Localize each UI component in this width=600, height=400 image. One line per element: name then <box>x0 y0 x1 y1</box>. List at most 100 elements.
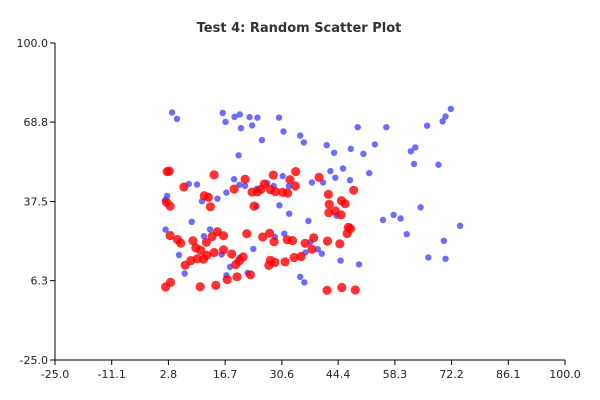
scatter-point-series-2 <box>165 277 176 287</box>
scatter-point-series-1 <box>219 109 226 117</box>
scatter-point-series-1 <box>318 250 325 257</box>
scatter-point-series-2 <box>222 275 232 285</box>
scatter-point-series-1 <box>301 279 308 286</box>
x-tick-label: 16.7 <box>213 368 238 381</box>
x-tick-label: 2.8 <box>160 368 178 381</box>
scatter-point-series-1 <box>246 113 253 121</box>
scatter-point-series-2 <box>209 247 219 258</box>
scatter-point-series-1 <box>435 161 442 168</box>
scatter-point-series-2 <box>270 187 280 197</box>
chart-title: Test 4: Random Scatter Plot <box>197 21 402 36</box>
scatter-point-series-2 <box>336 210 346 220</box>
scatter-point-series-2 <box>258 232 268 242</box>
scatter-point-series-1 <box>275 114 283 121</box>
x-tick-label: 58.3 <box>383 368 408 381</box>
y-axis-ticks: -25.0 6.3 37.5 68.8 100.0 <box>17 37 55 367</box>
scatter-point-series-2 <box>242 229 252 239</box>
scatter-point-series-1 <box>181 270 188 277</box>
scatter-point-series-1 <box>235 152 242 159</box>
scatter-point-series-2 <box>218 245 229 255</box>
scatter-point-series-1 <box>297 273 304 280</box>
scatter-point-series-1 <box>383 124 390 131</box>
scatter-point-series-1 <box>339 165 347 172</box>
scatter-point-series-1 <box>254 114 261 121</box>
y-tick-label: 100.0 <box>17 37 49 50</box>
scatter-point-series-1 <box>397 215 404 222</box>
scatter-point-series-2 <box>323 189 333 199</box>
scatter-point-series-1 <box>323 142 330 149</box>
scatter-point-series-1 <box>403 231 410 238</box>
scatter-point-series-1 <box>175 251 183 259</box>
scatter-point-series-1 <box>280 128 287 135</box>
scatter-point-series-1 <box>442 113 449 120</box>
scatter-point-series-1 <box>410 160 418 168</box>
x-tick-label: 86.1 <box>496 368 521 381</box>
x-tick-label: -11.1 <box>97 368 125 381</box>
scatter-point-series-2 <box>324 199 334 209</box>
scatter-point-series-2 <box>179 182 189 192</box>
scatter-point-series-2 <box>205 202 215 212</box>
x-tick-label: -25.0 <box>41 368 69 381</box>
scatter-point-series-2 <box>165 230 175 241</box>
scatter-point-series-1 <box>346 177 354 184</box>
scatter-point-series-1 <box>347 145 354 152</box>
scatter-point-series-2 <box>164 166 174 176</box>
y-tick-label: 68.8 <box>24 116 49 129</box>
scatter-point-series-1 <box>330 149 338 156</box>
scatter-point-series-2 <box>322 285 332 295</box>
scatter-point-series-1 <box>162 226 169 233</box>
scatter-point-series-2 <box>176 238 186 248</box>
scatter-point-series-2 <box>245 270 255 280</box>
scatter-point-series-1 <box>354 124 361 131</box>
scatter-point-series-1 <box>300 139 308 146</box>
x-axis-ticks: -25.0 -11.1 2.8 16.7 30.6 44.4 58.3 72.2 86.1 100… <box>41 360 581 381</box>
scatter-point-series-1 <box>308 179 316 186</box>
scatter-point-series-1 <box>439 118 446 125</box>
scatter-point-series-2 <box>209 170 219 180</box>
scatter-point-series-2 <box>240 174 250 184</box>
scatter-point-series-1 <box>281 230 288 237</box>
scatter-point-series-1 <box>379 216 387 224</box>
scatter-point-series-1 <box>188 218 195 225</box>
scatter-point-series-2 <box>280 257 290 267</box>
x-tick-label: 72.2 <box>439 368 464 381</box>
scatter-point-series-2 <box>165 201 175 211</box>
scatter-point-series-2 <box>265 228 275 238</box>
scatter-point-series-2 <box>202 250 212 260</box>
scatter-point-series-2 <box>238 252 248 262</box>
scatter-point-series-2 <box>259 179 269 189</box>
scatter-point-series-1 <box>236 111 243 118</box>
scatter-point-series-1 <box>173 115 181 123</box>
x-tick-label: 30.6 <box>270 368 295 381</box>
scatter-point-series-2 <box>289 252 299 263</box>
scatter-point-series-1 <box>423 122 431 129</box>
scatter-point-series-2 <box>335 239 345 249</box>
scatter-point-series-2 <box>227 249 237 259</box>
scatter-point-series-1 <box>286 210 293 217</box>
scatter-point-series-1 <box>366 169 373 177</box>
scatter-point-series-2 <box>201 237 211 247</box>
scatter-point-series-2 <box>229 184 239 194</box>
scatter-point-series-1 <box>206 226 214 233</box>
scatter-point-series-2 <box>324 208 334 218</box>
x-tick-label: 100.0 <box>549 368 581 381</box>
data-points <box>161 105 464 295</box>
scatter-point-series-1 <box>285 183 292 190</box>
scatter-point-series-2 <box>300 238 310 248</box>
scatter-point-series-1 <box>250 245 257 253</box>
scatter-point-series-2 <box>290 181 300 191</box>
scatter-point-series-1 <box>276 202 283 209</box>
scatter-point-series-2 <box>283 188 293 198</box>
scatter-point-series-1 <box>258 136 266 144</box>
scatter-point-series-1 <box>241 182 249 189</box>
scatter-point-series-1 <box>168 109 176 116</box>
scatter-point-series-1 <box>371 141 379 148</box>
scatter-point-series-1 <box>230 176 238 183</box>
y-tick-label: 6.3 <box>31 275 49 288</box>
scatter-point-series-2 <box>196 245 206 255</box>
scatter-point-series-1 <box>297 132 304 139</box>
scatter-point-series-2 <box>337 282 347 293</box>
scatter-point-series-1 <box>390 211 397 219</box>
scatter-point-series-1 <box>332 174 339 181</box>
